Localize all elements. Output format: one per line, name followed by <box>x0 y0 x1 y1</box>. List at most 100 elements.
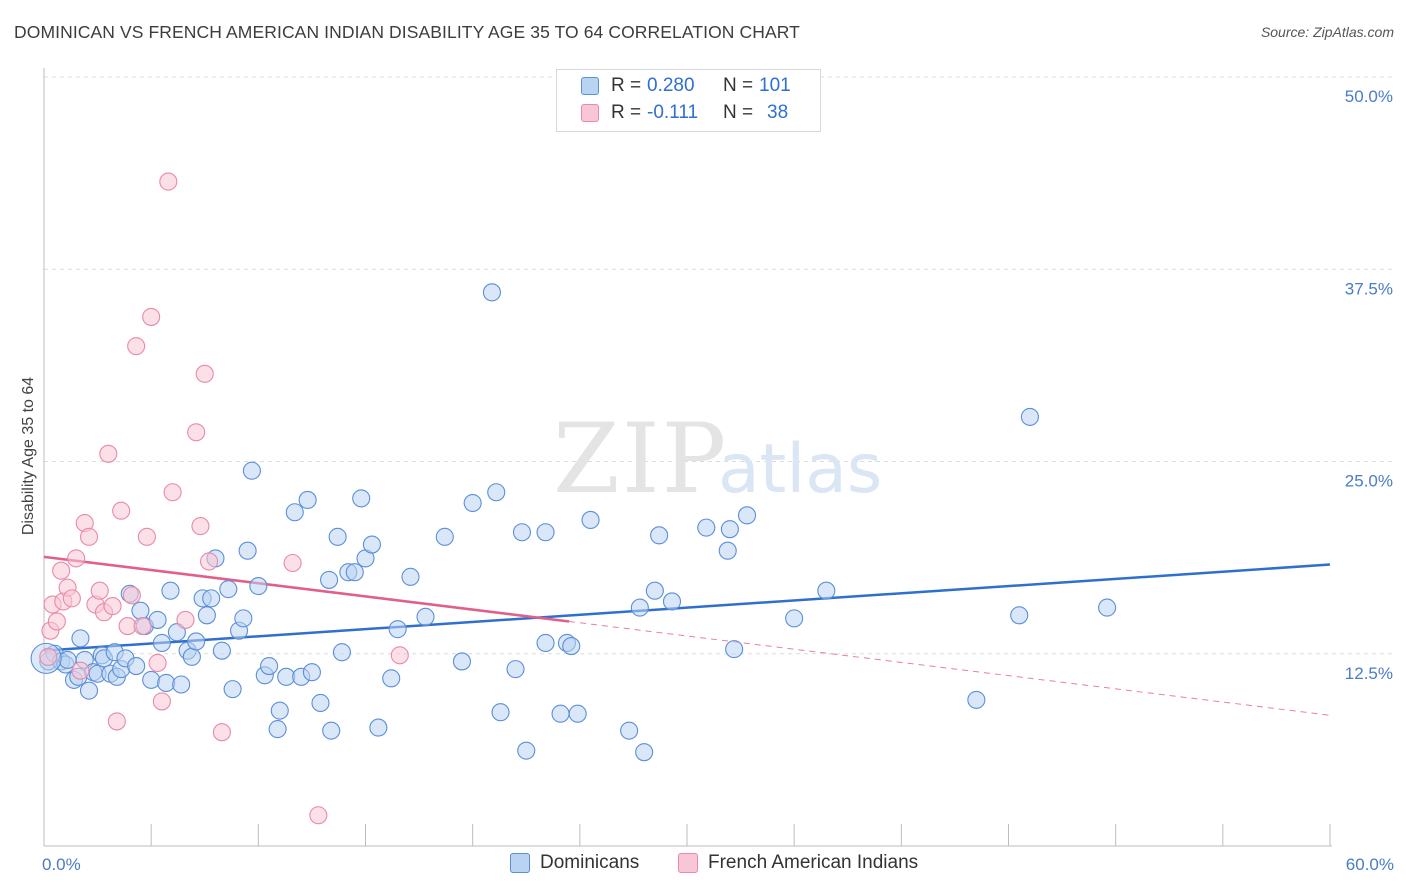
series-swatch-pink <box>678 853 698 873</box>
data-point <box>148 610 167 629</box>
data-point <box>107 712 126 731</box>
data-point <box>152 633 171 653</box>
data-point <box>536 523 555 542</box>
data-point <box>47 612 66 631</box>
data-point <box>79 527 99 546</box>
data-point <box>320 570 339 589</box>
correlation-legend: R = 0.280 N = 101 R = -0.111 N = 38 <box>556 69 821 132</box>
data-point <box>568 704 587 723</box>
data-point <box>234 609 253 628</box>
data-point <box>382 669 401 688</box>
trend-layer <box>43 555 1331 716</box>
data-point <box>645 581 664 600</box>
data-point <box>491 703 510 722</box>
data-point <box>195 364 214 383</box>
y-tick-label: 37.5% <box>1345 279 1393 298</box>
data-point <box>148 653 167 673</box>
data-point <box>725 640 744 659</box>
data-point <box>131 601 150 620</box>
data-point <box>142 307 161 326</box>
data-point <box>390 646 409 665</box>
data-point <box>90 581 109 600</box>
data-point <box>259 657 279 676</box>
trend-line-extension <box>569 620 1331 716</box>
data-point <box>311 693 330 713</box>
x-tick-label: 60.0% <box>1346 855 1394 874</box>
data-point <box>212 723 231 742</box>
data-point <box>487 483 506 502</box>
data-point <box>401 567 420 586</box>
data-point <box>127 337 146 356</box>
chart-title: DOMINICAN VS FRENCH AMERICAN INDIAN DISA… <box>14 22 800 42</box>
legend-r-label: R = <box>611 75 642 96</box>
data-point <box>219 580 238 599</box>
trend-line-0 <box>43 563 1331 652</box>
data-point <box>112 501 131 520</box>
data-point <box>435 527 454 546</box>
data-point <box>197 606 216 625</box>
data-point <box>242 461 261 480</box>
data-point <box>302 663 321 682</box>
watermark-atlas: atlas <box>718 430 882 509</box>
data-point <box>718 541 737 560</box>
legend-n-value: 101 <box>759 75 791 96</box>
data-point <box>562 637 581 656</box>
data-point <box>103 597 122 616</box>
y-axis-label: Disability Age 35 to 64 <box>20 377 37 535</box>
data-point <box>277 667 296 686</box>
data-point <box>517 741 536 760</box>
data-point <box>345 563 364 582</box>
legend-r-value: 0.280 <box>647 75 695 96</box>
legend-n-label: N = <box>723 102 754 123</box>
tick-label-layer: 12.5% 25.0% 37.5% 50.0% 0.0% 60.0% <box>42 87 1394 874</box>
data-point <box>452 652 472 671</box>
series-legend-french-american-indians[interactable]: French American Indians <box>678 852 918 874</box>
data-point <box>697 518 716 537</box>
data-point <box>298 490 317 510</box>
data-point <box>322 721 341 740</box>
data-point <box>388 620 407 639</box>
data-point <box>506 660 525 679</box>
data-point <box>283 553 302 573</box>
data-point <box>785 609 804 628</box>
x-tick-label: 0.0% <box>42 855 81 874</box>
series-legend: Dominicans French American Indians <box>0 852 1406 876</box>
data-point <box>332 643 351 662</box>
data-point <box>328 527 347 546</box>
data-point <box>352 489 371 508</box>
data-point <box>157 673 176 693</box>
data-point <box>249 577 268 596</box>
data-point <box>133 617 152 636</box>
data-point <box>967 690 986 709</box>
data-point <box>159 172 178 191</box>
data-point <box>212 641 231 660</box>
series-legend-dominicans[interactable]: Dominicans <box>510 852 639 874</box>
data-point <box>152 692 171 711</box>
data-point <box>720 520 739 539</box>
watermark-zip: ZIP <box>553 403 728 515</box>
series-legend-label: French American Indians <box>708 852 919 873</box>
data-point <box>1010 606 1029 625</box>
legend-n-value: 38 <box>767 102 789 123</box>
data-point <box>630 598 649 617</box>
data-point <box>191 517 210 536</box>
grid-layer <box>44 76 1392 655</box>
data-point <box>79 681 99 700</box>
points-layer <box>30 172 1117 825</box>
data-point <box>172 675 191 694</box>
data-point <box>536 633 555 653</box>
data-point <box>662 592 682 611</box>
data-point <box>182 647 201 666</box>
legend-swatch-pink <box>581 104 599 122</box>
data-point <box>137 527 156 546</box>
series-legend-label: Dominicans <box>540 852 640 873</box>
data-point <box>650 526 669 545</box>
data-point <box>176 610 195 629</box>
data-point <box>737 506 757 525</box>
watermark: ZIP atlas <box>553 403 882 515</box>
data-point <box>309 806 328 825</box>
data-point <box>482 283 502 302</box>
data-point <box>635 743 654 762</box>
data-point <box>416 607 435 626</box>
